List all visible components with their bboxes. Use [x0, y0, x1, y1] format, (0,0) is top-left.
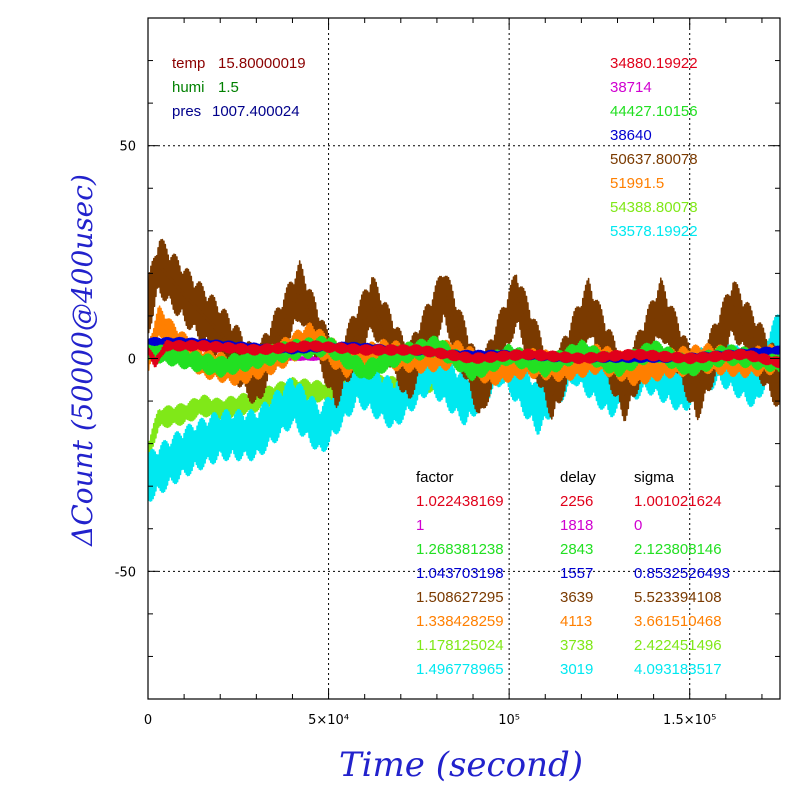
series-base-value: 50637.80078: [610, 151, 698, 168]
series-sigma: 0.8532526493: [634, 565, 730, 582]
series-delay: 2256: [560, 493, 593, 510]
y-axis-title: ΔCount (50000@400usec): [66, 174, 99, 547]
series-delay: 2843: [560, 541, 593, 558]
series-sigma: 0: [634, 517, 642, 534]
y-tick-label: -50: [115, 565, 136, 580]
series-center-line: [148, 261, 780, 397]
series-delay: 3738: [560, 637, 593, 654]
series-delay: 4113: [560, 613, 592, 630]
minor-ticks: [147, 18, 780, 699]
sigma-header: sigma: [634, 469, 675, 486]
env-value: 1.5: [218, 79, 239, 96]
series-delay: 1818: [560, 517, 593, 534]
y-tick-label: 50: [119, 140, 136, 155]
env-label: temp: [172, 55, 205, 72]
delay-header: delay: [560, 469, 596, 486]
series-base-value: 38640: [610, 127, 652, 144]
series-center-line: [148, 344, 780, 366]
env-label: humi: [172, 79, 205, 96]
series-base-value: 53578.19922: [610, 223, 698, 240]
series-base-value: 54388.80078: [610, 199, 698, 216]
series-delay: 3639: [560, 589, 593, 606]
tick-labels: 0 5×10⁴ 10⁵ 1.5×10⁵ -50 0 50: [115, 140, 717, 728]
series-sigma: 4.093183517: [634, 661, 722, 678]
series-sigma: 5.523394108: [634, 589, 722, 606]
env-value: 15.80000019: [218, 55, 306, 72]
series-factor: 1: [416, 517, 424, 534]
x-tick-label: 10⁵: [498, 713, 520, 728]
series-base-value: 34880.19922: [610, 55, 698, 72]
annotations: temp 15.80000019 humi 1.5 pres 1007.400024 348…: [172, 55, 730, 678]
series-sigma: 2.422451496: [634, 637, 722, 654]
series-delay: 1557: [560, 565, 593, 582]
x-axis-title: Time (second): [339, 745, 583, 785]
series-factor: 1.496778965: [416, 661, 504, 678]
series-sigma: 1.001021624: [634, 493, 722, 510]
series-sigma: 3.661510468: [634, 613, 722, 630]
series-group: [148, 238, 780, 502]
series-base-value: 51991.5: [610, 175, 664, 192]
y-tick-label: 0: [128, 353, 136, 368]
series-factor: 1.508627295: [416, 589, 504, 606]
env-value: 1007.400024: [212, 103, 300, 120]
x-tick-label: 1.5×10⁵: [663, 713, 716, 728]
series-factor: 1.043703198: [416, 565, 504, 582]
series-sigma: 2.123808146: [634, 541, 722, 558]
factor-header: factor: [416, 469, 454, 486]
series-factor: 1.022438169: [416, 493, 504, 510]
x-tick-label: 5×10⁴: [308, 713, 349, 728]
series-factor: 1.268381238: [416, 541, 504, 558]
series-center-line: [148, 332, 780, 479]
series-delay: 3019: [560, 661, 593, 678]
series-base-value: 44427.10156: [610, 103, 698, 120]
series-base-value: 38714: [610, 79, 652, 96]
x-tick-label: 0: [144, 713, 152, 728]
series-factor: 1.178125024: [416, 637, 504, 654]
series-factor: 1.338428259: [416, 613, 504, 630]
env-label: pres: [172, 103, 201, 120]
